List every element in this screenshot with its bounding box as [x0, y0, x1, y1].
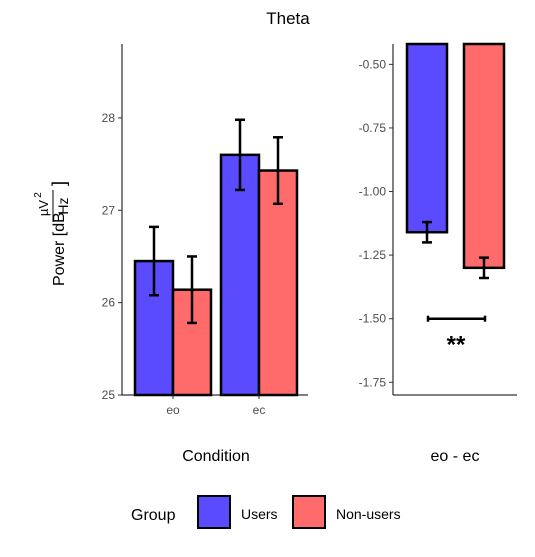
- left-x-tick-label: ec: [253, 403, 266, 417]
- left-x-ticks: eo ec: [166, 395, 265, 417]
- y-title-main: Power [dB: [51, 212, 68, 286]
- left-y-tick-label: 28: [102, 111, 116, 125]
- y-title-frac-den: Hz: [55, 197, 71, 214]
- legend-swatch-non-users: [292, 495, 326, 529]
- right-y-tick-label: -1.75: [359, 375, 387, 389]
- y-title-frac-sup: 2: [33, 192, 44, 198]
- right-y-tick-label: -0.50: [359, 57, 387, 71]
- diff-bar-users: [405, 42, 449, 234]
- y-title-close: ]: [49, 181, 69, 186]
- legend-label-non-users: Non-users: [336, 506, 401, 522]
- left-panel: 25 26 27 28 eo ec Condition Power [dB µV 2 H…: [33, 44, 308, 465]
- legend-swatch-users: [197, 495, 231, 529]
- significance-stars: **: [447, 332, 466, 359]
- left-x-axis-title: Condition: [182, 448, 250, 465]
- right-y-tick-label: -1.25: [359, 248, 387, 262]
- left-y-tick-label: 26: [102, 296, 116, 310]
- right-y-ticks: -0.50 -0.75 -1.00 -1.25 -1.50 -1.75: [359, 57, 393, 389]
- left-bars: [133, 118, 299, 397]
- plot-title: Theta: [266, 9, 310, 28]
- legend-title: Group: [131, 507, 176, 524]
- right-bars: [405, 42, 506, 280]
- diff-bar-non-users: [462, 42, 506, 270]
- y-title-frac-num: µV: [36, 200, 51, 216]
- right-x-axis-title: eo - ec: [431, 448, 480, 465]
- left-y-tick-label: 27: [102, 203, 116, 217]
- left-y-ticks: 25 26 27 28: [102, 111, 122, 402]
- right-panel: -0.50 -0.75 -1.00 -1.25 -1.50 -1.75 ** eo - e…: [359, 42, 517, 465]
- significance-annotation: **: [426, 315, 487, 359]
- left-x-tick-label: eo: [166, 403, 180, 417]
- legend-label-users: Users: [241, 506, 278, 522]
- right-y-tick-label: -0.75: [359, 121, 387, 135]
- left-y-tick-label: 25: [102, 388, 116, 402]
- left-y-axis-title: Power [dB µV 2 Hz ]: [33, 181, 71, 286]
- right-y-tick-label: -1.00: [359, 185, 387, 199]
- legend: Group Users Non-users: [131, 495, 401, 529]
- right-y-tick-label: -1.50: [359, 312, 387, 326]
- bar-ec-non-users: [257, 169, 299, 397]
